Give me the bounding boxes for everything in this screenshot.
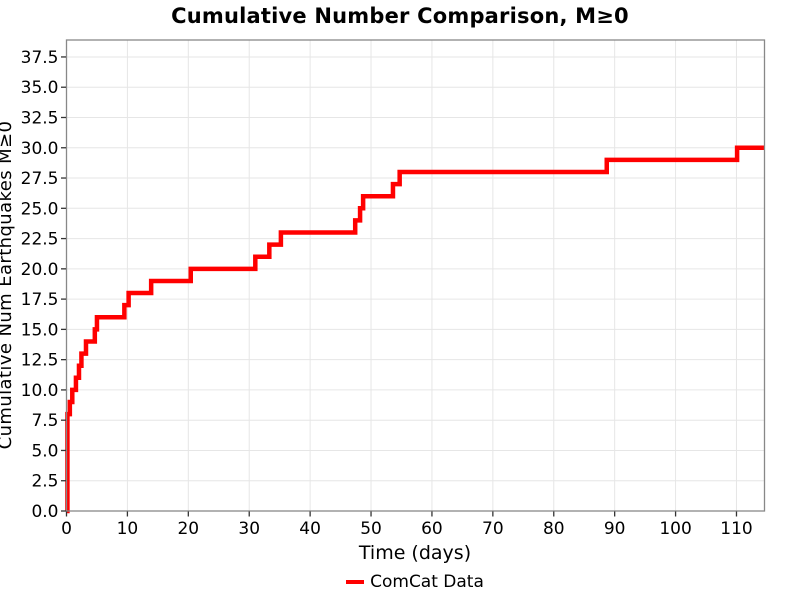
y-tick-label: 22.5 bbox=[21, 230, 59, 250]
x-tick-label: 90 bbox=[604, 519, 626, 539]
x-tick-label: 80 bbox=[543, 519, 565, 539]
x-tick-label: 50 bbox=[360, 519, 382, 539]
x-tick-label: 10 bbox=[117, 519, 139, 539]
x-tick-label: 0 bbox=[61, 519, 72, 539]
x-tick-label: 100 bbox=[659, 519, 691, 539]
legend-label: ComCat Data bbox=[370, 572, 484, 592]
y-tick-label: 17.5 bbox=[21, 290, 59, 310]
y-tick-label: 35.0 bbox=[21, 78, 59, 98]
x-axis-label: Time (days) bbox=[358, 542, 472, 564]
y-tick-label: 32.5 bbox=[21, 108, 59, 128]
x-tick-label: 60 bbox=[421, 519, 443, 539]
y-tick-label: 27.5 bbox=[21, 169, 59, 189]
legend-line-icon bbox=[346, 580, 365, 584]
plot-border bbox=[65, 39, 766, 512]
chart-title: Cumulative Number Comparison, M≥0 bbox=[171, 4, 629, 28]
y-tick-label: 7.5 bbox=[31, 411, 58, 431]
x-tick-label: 40 bbox=[299, 519, 321, 539]
y-tick-label: 15.0 bbox=[21, 320, 59, 340]
series-comcat-data bbox=[65, 145, 765, 514]
y-tick-label: 2.5 bbox=[31, 472, 58, 492]
x-tick-label: 110 bbox=[720, 519, 752, 539]
x-tick-label: 70 bbox=[482, 519, 504, 539]
gridlines bbox=[66, 40, 765, 512]
y-tick-label: 37.5 bbox=[21, 48, 59, 68]
y-tick-label: 12.5 bbox=[21, 351, 59, 371]
data-line bbox=[65, 145, 765, 514]
x-tick-label: 20 bbox=[177, 519, 199, 539]
y-tick-label: 0.0 bbox=[31, 502, 58, 522]
x-tick-label: 30 bbox=[238, 519, 260, 539]
y-tick-label: 10.0 bbox=[21, 381, 59, 401]
y-tick-label: 5.0 bbox=[31, 441, 58, 461]
y-tick-label: 25.0 bbox=[21, 199, 59, 219]
axis-ticks: 0 10 20 30 40 50 60 70 80 90 100 110 0.0 2.5 5.0 7.5 10.… bbox=[21, 48, 753, 539]
legend: ComCat Data bbox=[66, 572, 764, 592]
y-axis-label: Cumulative Num Earthquakes M≥0 bbox=[0, 120, 16, 450]
y-tick-label: 30.0 bbox=[21, 139, 59, 159]
y-tick-label: 20.0 bbox=[21, 260, 59, 280]
